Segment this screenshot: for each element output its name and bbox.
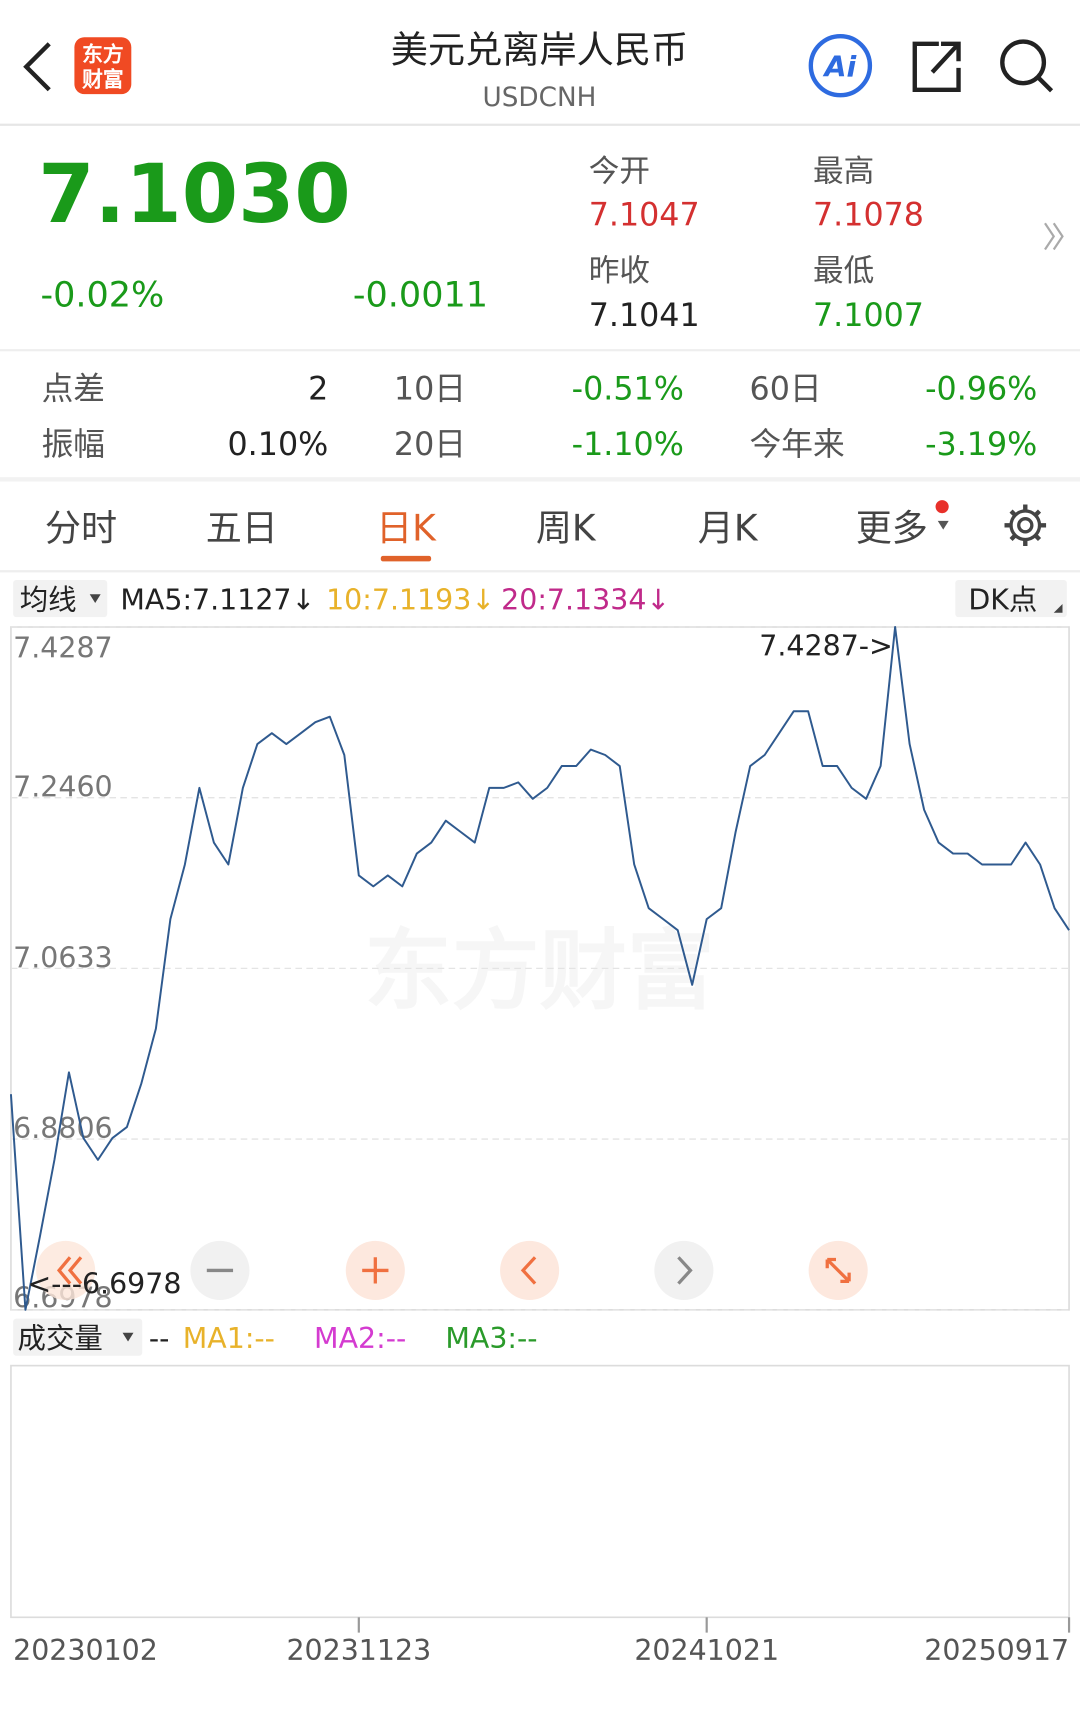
volume-selector[interactable] [13,1318,143,1356]
max-annotation: 7.4287-> [759,629,893,662]
y-tick-label: 6.8806 [13,1112,113,1145]
gear-teeth [1004,504,1047,547]
right-icon [677,1256,693,1285]
min-annotation: <---6.6978 [27,1267,181,1300]
search-button[interactable] [1000,39,1047,86]
stat-value: 7.1047 [589,197,700,233]
tab[interactable]: 分时 [45,507,117,550]
volume-ma: MA3:-- [445,1322,537,1355]
price: 7.1030 [38,148,350,242]
change-percent: -0.02% [40,275,164,315]
tab[interactable]: 周K [536,507,597,550]
logo-text: 东方 [82,42,124,66]
metric-label: 60日 [750,371,822,407]
metric-label: 振幅 [42,427,105,463]
stat-label: 最低 [813,254,874,289]
ma-value: 10:7.1193↓ [326,584,495,617]
metric-value: -3.19% [925,427,1037,463]
stat-label: 昨收 [589,254,650,289]
tab[interactable]: 月K [698,507,759,550]
y-tick-label: 7.0633 [13,941,113,974]
metrics: 点差 2 10日 -0.51% 60日 -0.96% 振幅 0.10% 20日 -1.10% 今年来… [42,371,1038,463]
subtitle: USDCNH [483,83,597,113]
metric-value: -0.51% [572,371,684,407]
metric-label: 点差 [42,371,105,407]
volume-ma-items: MA1:-- MA2:-- MA3:-- [183,1322,538,1355]
x-tick-label: 20250917 [924,1634,1069,1667]
settings-button[interactable] [1004,504,1047,547]
ma-selector[interactable] [13,579,108,618]
share-button[interactable] [912,41,961,92]
ai-text: Ai [822,51,857,84]
volume-ma: MA2:-- [314,1322,406,1355]
stat-label: 最高 [813,155,874,190]
ma-value: 20:7.1334↓ [501,584,670,617]
x-axis: 20230102 20231123 20241021 20250917 [13,1617,1071,1667]
tab-underline [380,555,432,562]
price-line [9,626,1070,1311]
metric-value: -1.10% [572,427,684,463]
left-button[interactable] [500,1240,560,1300]
x-tick-label: 20231123 [286,1634,431,1667]
volume-frame [10,1364,1070,1619]
dropdown-arrow [122,1332,134,1342]
right-button[interactable] [654,1240,714,1300]
y-tick-label: 7.4287 [13,632,113,665]
metric-label: 20日 [394,427,466,463]
dk-text: DK点 [968,584,1037,617]
tab[interactable]: 更多 [856,507,928,550]
ai-button[interactable] [808,33,873,98]
title: 美元兑离岸人民币 [391,27,689,71]
ma-items: MA5:7.1127↓ 10:7.1193↓ 20:7.1334↓ [120,584,670,617]
ma-selector-text: 均线 [20,584,77,617]
chart-controls [36,1240,868,1300]
dropdown-arrow [89,594,101,603]
volume-dash: -- [149,1322,170,1355]
tab[interactable]: 五日 [206,507,278,550]
ma-value: MA5:7.1127↓ [120,584,315,617]
rewind-button[interactable] [36,1240,96,1300]
notice-dot [935,500,949,514]
watermark: 东方财富 [364,920,714,1022]
plus-icon [362,1257,389,1284]
logo[interactable] [74,37,132,95]
tabs: 分时 五日 日K 周K 月K 更多 [45,507,928,562]
y-tick-label: 7.2460 [13,771,113,804]
dk-button[interactable] [955,579,1067,618]
more-arrow [937,520,949,530]
x-tick-label: 20241021 [634,1634,779,1667]
metric-value: -0.96% [925,371,1037,407]
metric-label: 10日 [394,371,466,407]
logo-text: 财富 [82,67,124,91]
metric-value: 0.10% [228,427,329,463]
metric-value: 2 [308,371,328,407]
x-tick-label: 20230102 [13,1634,158,1667]
gear-hub [1017,517,1034,534]
rewind-icon [56,1256,83,1285]
stat-value: 7.1007 [813,298,924,334]
volume-ma: MA1:-- [183,1322,275,1355]
fullscreen-icon [825,1257,851,1284]
stat-label: 今开 [589,155,650,190]
stat-value: 7.1041 [589,298,700,334]
change: -0.0011 [353,275,488,315]
divider [0,477,1080,482]
metric-label: 今年来 [750,427,845,463]
volume-selector-text: 成交量 [18,1322,103,1355]
search-handle [1036,76,1054,93]
expand-chevron[interactable] [1044,222,1064,251]
tab[interactable]: 日K [376,507,437,550]
back-button[interactable] [23,42,51,92]
left-icon [520,1256,537,1285]
stat-value: 7.1078 [813,197,924,233]
